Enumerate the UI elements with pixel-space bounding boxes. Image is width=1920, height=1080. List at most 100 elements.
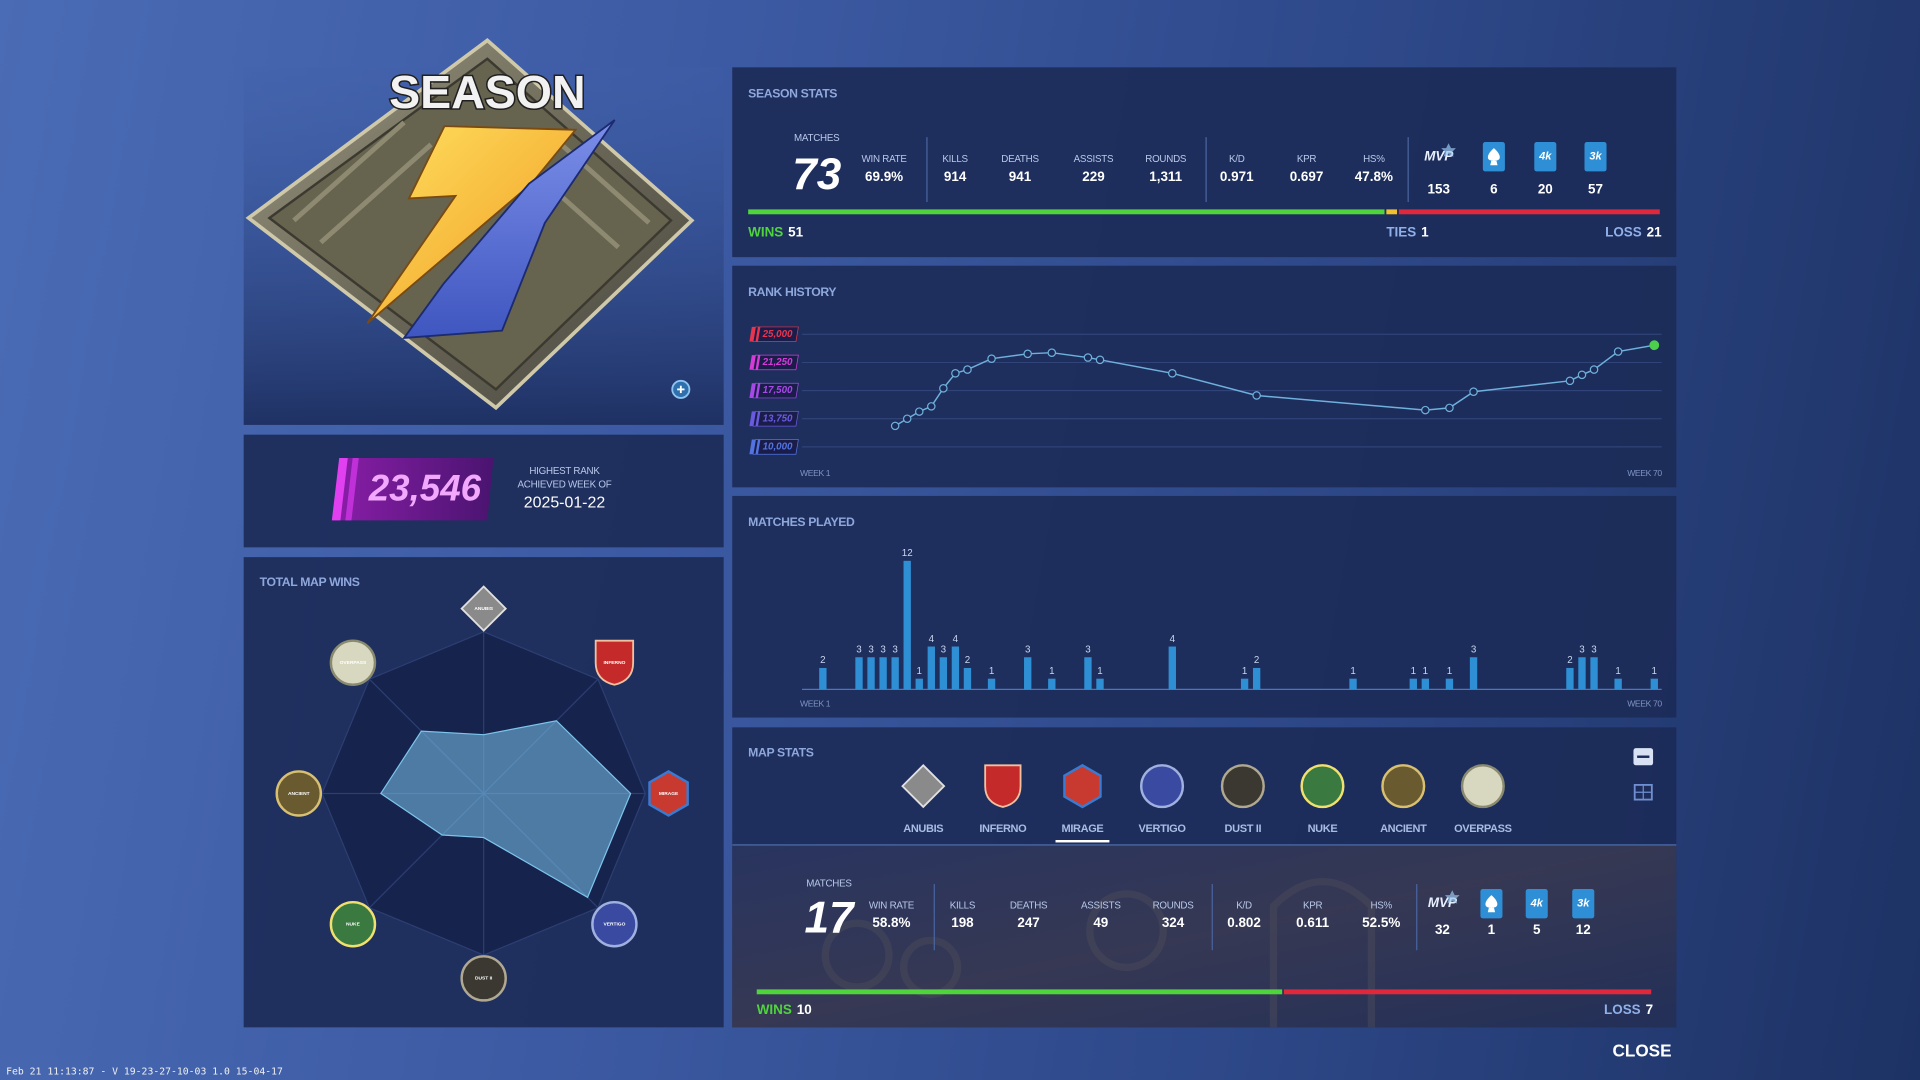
matches-label: MATCHES bbox=[806, 879, 852, 890]
stat-label: DEATHS bbox=[1001, 154, 1039, 165]
map-icon bbox=[460, 585, 508, 632]
build-info: Feb 21 11:13:87 - V 19-23-27-10-03 1.0 1… bbox=[6, 1066, 283, 1077]
tick-stripe bbox=[755, 355, 761, 370]
matches-label: MATCHES bbox=[794, 133, 840, 144]
rank-point bbox=[1421, 405, 1430, 415]
list-view-toggle[interactable] bbox=[1633, 748, 1654, 766]
bar bbox=[1096, 678, 1104, 690]
map-tab[interactable]: NUKE bbox=[1300, 764, 1345, 835]
map-icon bbox=[591, 900, 638, 948]
bar-label: 3 bbox=[868, 644, 874, 655]
stat-label: KILLS bbox=[942, 154, 968, 165]
stat-value: 914 bbox=[944, 169, 967, 184]
radar-map-badge: INFERNO bbox=[594, 639, 635, 686]
map-tab[interactable]: OVERPASS bbox=[1454, 764, 1512, 835]
award-icon-label: 4k bbox=[1530, 898, 1544, 910]
stat-value: 58.8% bbox=[872, 915, 910, 930]
bar-label: 4 bbox=[929, 634, 935, 645]
radar-map-badge: OVERPASS bbox=[329, 639, 377, 686]
award-value: 6 bbox=[1490, 181, 1497, 196]
stat-label: DEATHS bbox=[1010, 901, 1048, 912]
x-tick-label: WEEK 1 bbox=[800, 698, 831, 708]
rank-caption: ACHIEVED WEEK OF bbox=[518, 479, 612, 490]
radar-map-badge: VERTIGO bbox=[591, 900, 638, 948]
map-icon bbox=[329, 900, 377, 948]
record-text: LOSS 7 bbox=[1604, 1002, 1653, 1017]
map-icon bbox=[1460, 764, 1505, 809]
rank-point bbox=[890, 421, 900, 431]
map-icon bbox=[648, 770, 689, 817]
map-tab[interactable]: INFERNO bbox=[979, 764, 1028, 835]
x-tick-label: WEEK 1 bbox=[800, 468, 831, 478]
stat-label: ROUNDS bbox=[1145, 154, 1187, 165]
bar bbox=[1084, 657, 1092, 690]
record-segment bbox=[1283, 989, 1652, 995]
award-value: 12 bbox=[1576, 922, 1591, 937]
record-value: 21 bbox=[1647, 224, 1662, 239]
y-tick-label: 10,000 bbox=[763, 441, 793, 452]
bar-label: 3 bbox=[1025, 644, 1031, 655]
star bbox=[1441, 143, 1456, 157]
stat-label: K/D bbox=[1229, 154, 1245, 165]
rank-point bbox=[1023, 349, 1032, 359]
bar bbox=[1445, 678, 1454, 690]
record-text: WINS 51 bbox=[748, 224, 804, 239]
bar-label: 3 bbox=[941, 644, 947, 655]
map-tab-label: NUKE bbox=[1308, 823, 1338, 835]
map-tab[interactable]: VERTIGO bbox=[1139, 764, 1187, 835]
map-icon bbox=[594, 639, 635, 686]
bar-label: 2 bbox=[965, 655, 970, 666]
tick-badge bbox=[752, 439, 799, 455]
map-icon bbox=[901, 764, 946, 809]
grid-view-toggle[interactable] bbox=[1633, 783, 1653, 801]
award-icon bbox=[1534, 142, 1557, 172]
matches-played-panel bbox=[732, 495, 1677, 718]
tick-stripe bbox=[749, 411, 756, 427]
tick-stripe bbox=[749, 355, 756, 370]
stat-label: K/D bbox=[1236, 901, 1252, 912]
map-tab[interactable]: DUST II bbox=[1220, 764, 1265, 835]
award-icon bbox=[1584, 142, 1607, 172]
stat-label: WIN RATE bbox=[862, 154, 908, 165]
rank-point bbox=[1083, 353, 1093, 362]
rank-point bbox=[1577, 370, 1587, 380]
close-button[interactable]: CLOSE bbox=[1613, 1040, 1672, 1060]
bar-label: 4 bbox=[1170, 634, 1176, 645]
x-tick-label: WEEK 70 bbox=[1627, 468, 1662, 478]
bar-label: 1 bbox=[1097, 666, 1102, 677]
radar-map-badge: NUKE bbox=[329, 900, 377, 948]
radar-map-name: VERTIGO bbox=[603, 922, 625, 928]
bar-label: 3 bbox=[1591, 644, 1597, 655]
stat-label: ROUNDS bbox=[1153, 901, 1195, 912]
zoom-button[interactable] bbox=[671, 379, 691, 399]
star bbox=[1444, 890, 1460, 904]
stat-value: 0.971 bbox=[1220, 169, 1254, 184]
bar-label: 1 bbox=[1652, 666, 1657, 677]
tick-stripe bbox=[749, 439, 756, 455]
bar bbox=[1252, 667, 1261, 690]
rank-date: 2025-01-22 bbox=[524, 494, 606, 511]
tick-stripe bbox=[755, 439, 761, 455]
bar-label: 3 bbox=[856, 644, 862, 655]
y-tick-label: 17,500 bbox=[763, 385, 793, 396]
stat-value: 229 bbox=[1082, 169, 1104, 184]
bar-label: 3 bbox=[880, 644, 886, 655]
bar-label: 1 bbox=[1615, 666, 1620, 677]
map-icon bbox=[1063, 763, 1102, 809]
panel-title: MAP STATS bbox=[748, 745, 814, 759]
map-tab[interactable]: ANCIENT bbox=[1380, 764, 1427, 835]
award-icon-label: 3k bbox=[1577, 898, 1590, 910]
map-tab[interactable]: MIRAGE bbox=[1055, 763, 1110, 843]
tick-badge bbox=[752, 326, 799, 342]
stat-value: 69.9% bbox=[865, 169, 903, 184]
map-tab[interactable]: ANUBIS bbox=[901, 764, 946, 835]
rank-history-panel bbox=[732, 265, 1677, 488]
map-icon bbox=[460, 955, 507, 1002]
bar-label: 12 bbox=[902, 548, 913, 559]
tab-underline bbox=[1055, 840, 1110, 843]
bar bbox=[1168, 646, 1176, 690]
bar-label: 3 bbox=[892, 644, 898, 655]
map-tab-label: DUST II bbox=[1225, 823, 1262, 835]
rank-point bbox=[1565, 376, 1575, 386]
